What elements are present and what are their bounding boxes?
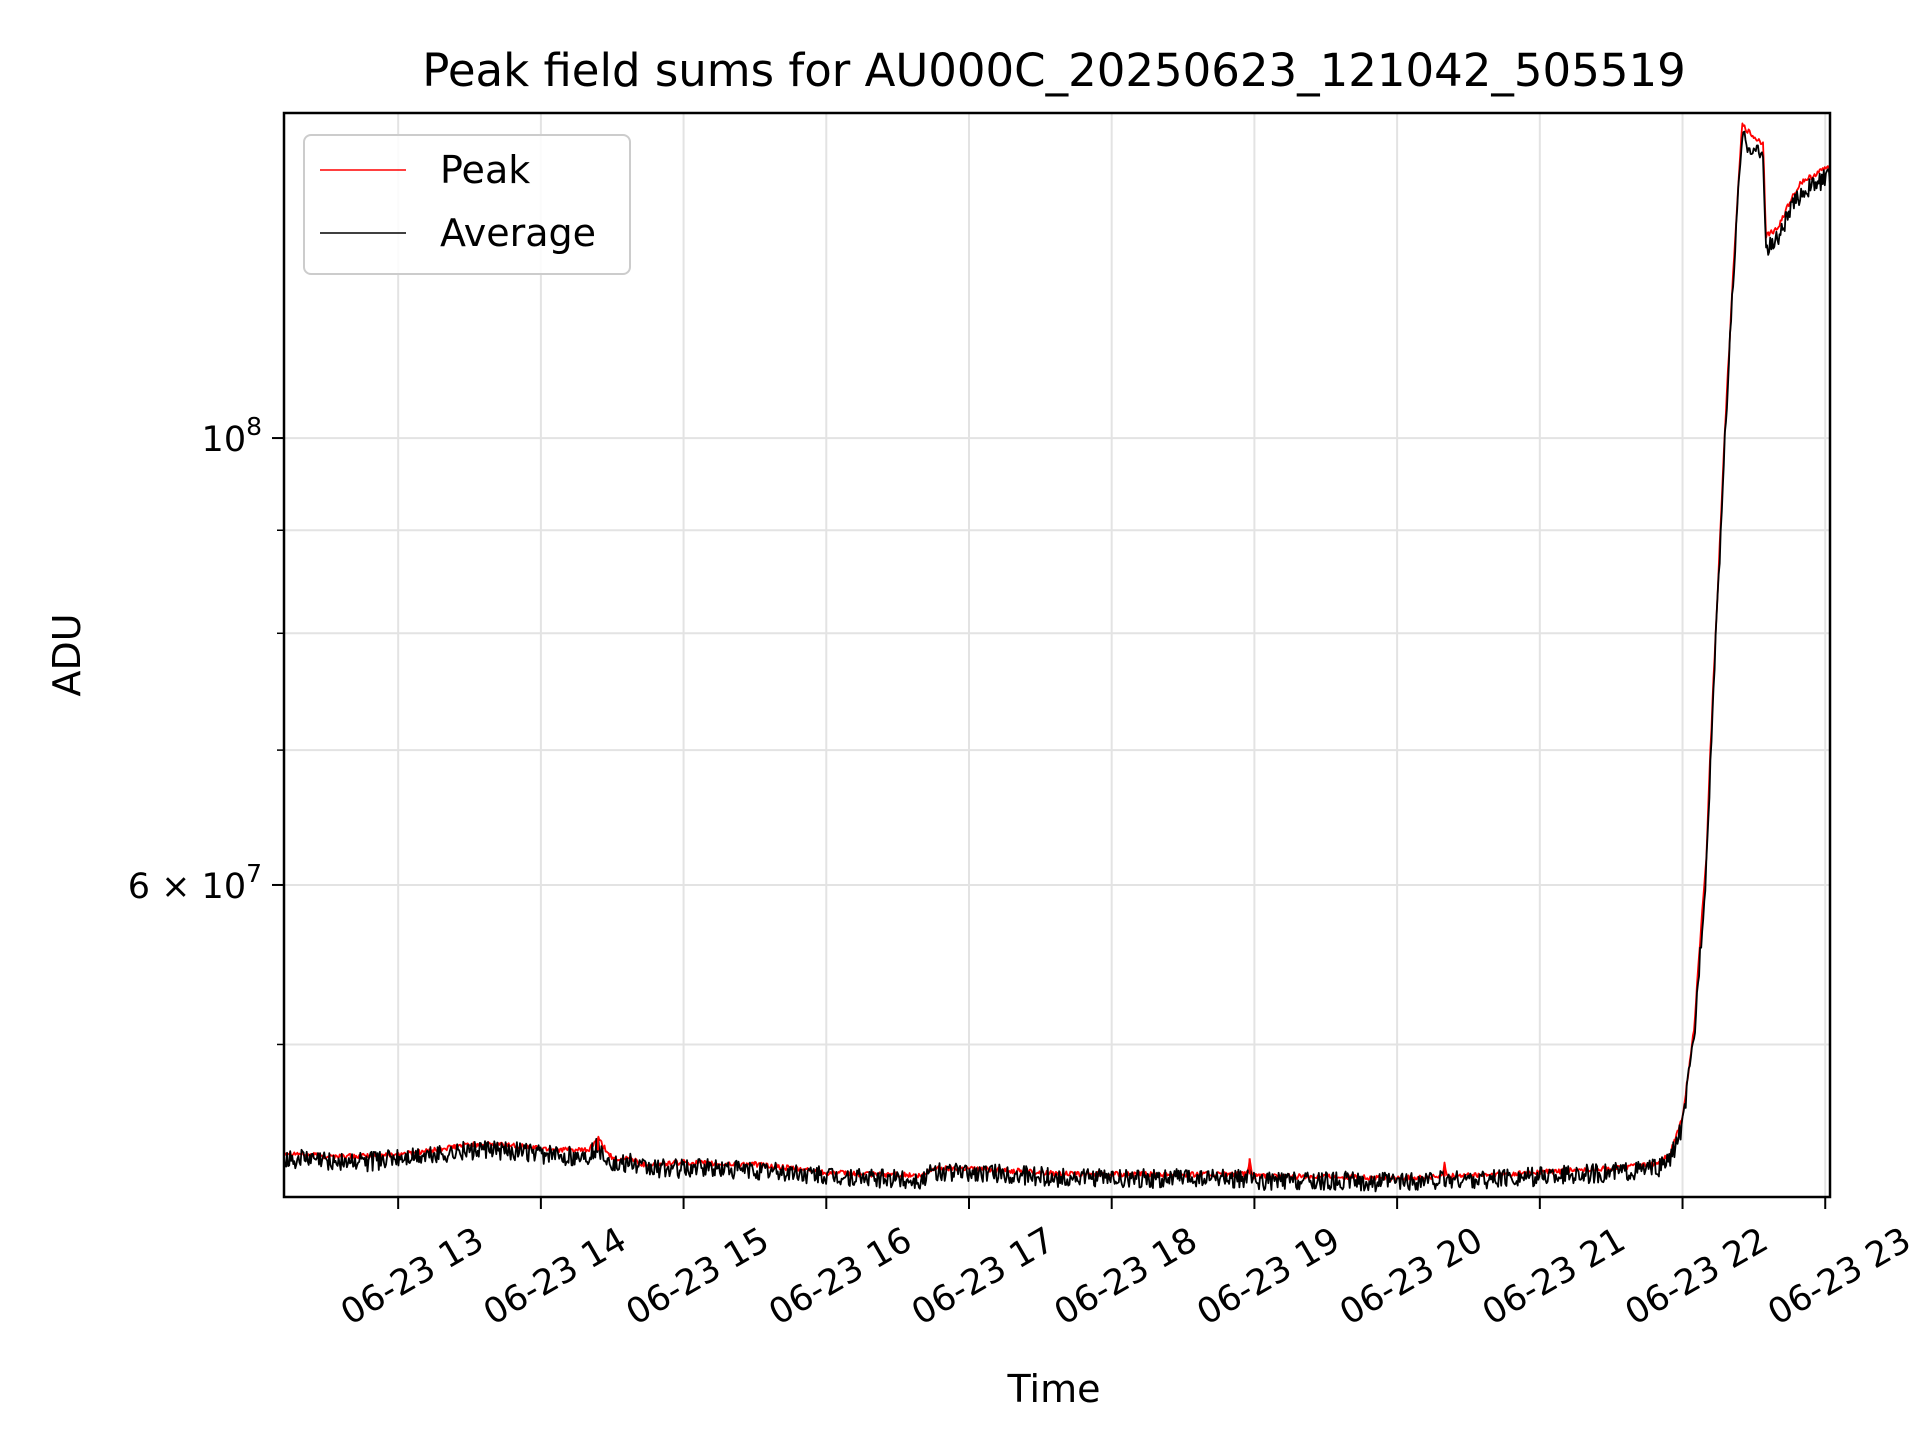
grid-lines (284, 113, 1830, 1197)
chart-title: Peak field sums for AU000C_20250623_1210… (422, 44, 1685, 97)
plot-area-frame (282, 111, 1832, 1199)
y-axis-label: ADU (45, 613, 89, 696)
legend: Peak Average (303, 134, 631, 275)
legend-label-average: Average (440, 211, 596, 255)
x-axis-label: Time (1007, 1367, 1101, 1411)
plot-series (283, 122, 1831, 1193)
legend-label-peak: Peak (440, 148, 530, 192)
y-tick-label: 6 × 107 (128, 859, 262, 907)
series-line-average (283, 130, 1831, 1193)
